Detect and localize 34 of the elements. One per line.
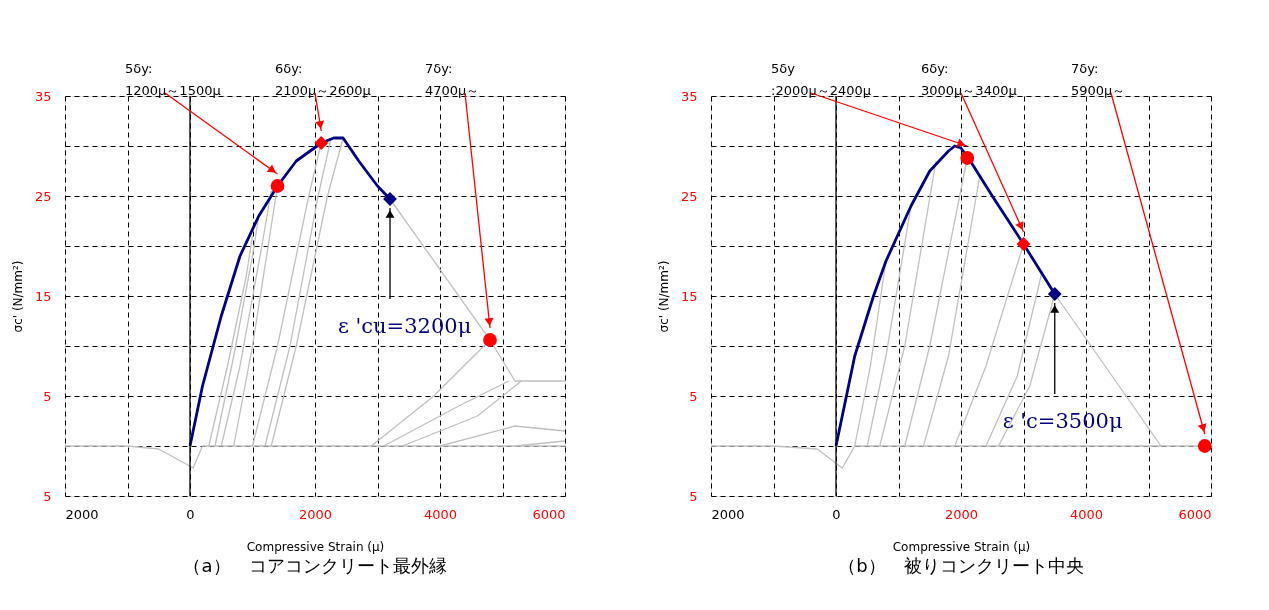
y-tick-label: 35 [34, 88, 52, 104]
text: （a） コアコンクリート最外縁 [183, 555, 447, 576]
text: （b） 被りコンクリート中央 [838, 555, 1084, 576]
x-axis-title: Compressive Strain (μ) [246, 539, 385, 554]
annotation: 6δy: 2100μ～2600μ [275, 61, 371, 98]
x-tick-label: 4000 [423, 506, 458, 522]
y-tick-label: 5 [689, 388, 698, 404]
annotation: 7δy: 4700μ～ [425, 61, 480, 98]
y-tick-label: 15 [680, 288, 698, 304]
y-tick-label: 5 [689, 488, 698, 504]
x-axis-title: Compressive Strain (μ) [892, 539, 1031, 554]
x-tick-label: 0 [832, 506, 841, 522]
y-tick-label: 5 [43, 388, 52, 404]
y-tick-label: 35 [680, 88, 698, 104]
y-tick-label: 15 [34, 288, 52, 304]
annotation: 5δy: 1200μ～1500μ [125, 61, 221, 98]
y-axis-title: σc' (N/mm²) [656, 260, 671, 333]
annotation: ε 'cu=3200μ [338, 314, 472, 338]
y-tick-label: 5 [43, 488, 52, 504]
y-tick-label: 25 [680, 188, 698, 204]
annotation: ε 'c=3500μ [1002, 409, 1123, 433]
y-tick-label: 25 [34, 188, 52, 204]
x-tick-label: 2000 [298, 506, 333, 522]
annotation: 6δy: 3000μ～3400μ [921, 61, 1017, 98]
x-tick-label: 4000 [1069, 506, 1104, 522]
y-axis-title: σc' (N/mm²) [10, 260, 25, 333]
x-tick-label: 2000 [944, 506, 979, 522]
x-tick-label: 0 [186, 506, 195, 522]
x-tick-label: 6000 [532, 506, 566, 522]
x-tick-label: 2000 [65, 506, 99, 522]
annotation: 5δy :2000μ～2400μ [771, 61, 872, 98]
annotation: 7δy: 5900μ～ [1071, 61, 1126, 98]
x-tick-label: 6000 [1178, 506, 1212, 522]
x-tick-label: 2000 [711, 506, 745, 522]
